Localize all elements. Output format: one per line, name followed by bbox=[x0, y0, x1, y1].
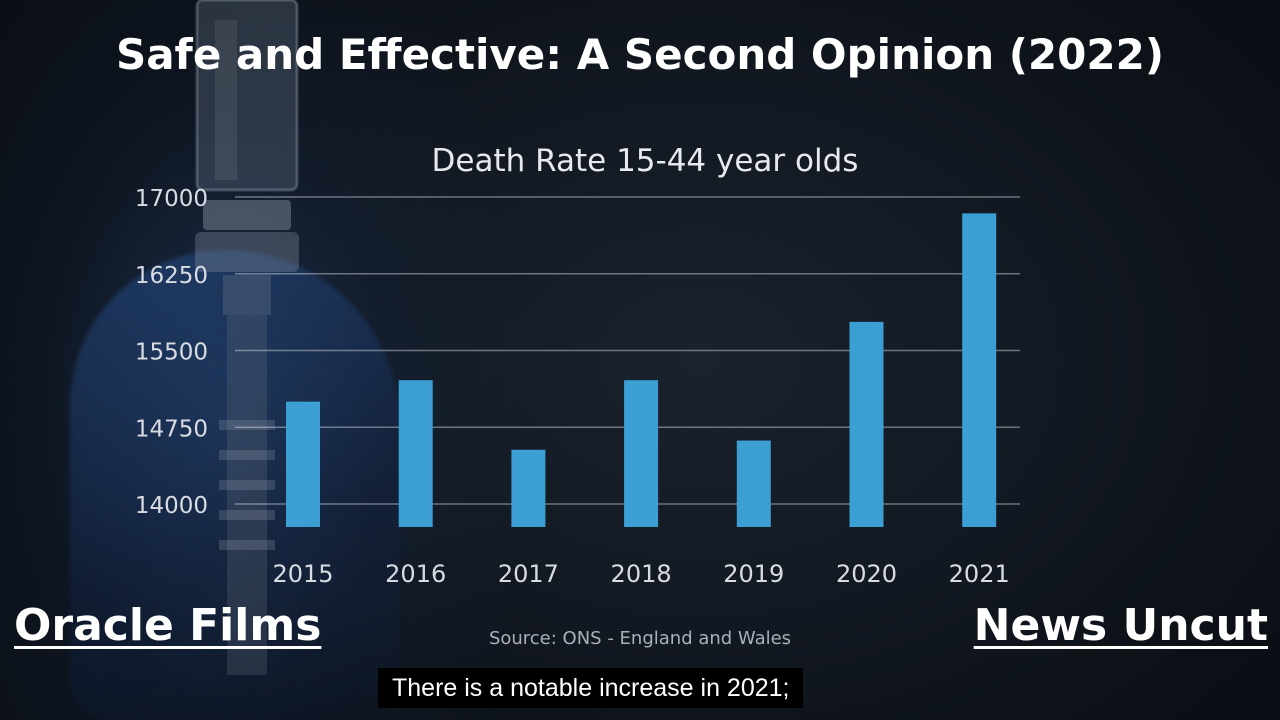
x-tick-label: 2016 bbox=[385, 560, 446, 588]
y-tick-label: 15500 bbox=[135, 340, 208, 366]
brand-oracle-films: Oracle Films bbox=[14, 600, 322, 651]
bar-2019 bbox=[736, 440, 771, 527]
bar-2016 bbox=[398, 380, 433, 527]
y-axis-ticks: 17000 16250 15500 14750 14000 bbox=[135, 186, 208, 519]
bar-2017 bbox=[511, 449, 546, 527]
x-tick-label: 2015 bbox=[272, 560, 333, 588]
bar-2021 bbox=[962, 213, 997, 527]
x-tick-label: 2017 bbox=[498, 560, 559, 588]
gloved-hand-background bbox=[70, 250, 400, 720]
vial-syringe-background bbox=[195, 0, 299, 675]
video-title: Safe and Effective: A Second Opinion (20… bbox=[115, 30, 1165, 79]
chart-source: Source: ONS - England and Wales bbox=[489, 628, 791, 649]
y-tick-label: 17000 bbox=[135, 186, 208, 212]
bar-2015 bbox=[286, 401, 320, 527]
bars bbox=[286, 213, 997, 527]
subtitle-caption: There is a notable increase in 2021; bbox=[378, 668, 804, 708]
bar-2020 bbox=[849, 321, 884, 527]
x-axis-ticks: 2015 2016 2017 2018 2019 2020 2021 bbox=[272, 560, 1009, 588]
x-tick-label: 2018 bbox=[611, 560, 672, 588]
bar-2018 bbox=[624, 380, 659, 527]
chart-title: Death Rate 15-44 year olds bbox=[432, 143, 859, 179]
x-tick-label: 2019 bbox=[723, 560, 784, 588]
y-tick-label: 16250 bbox=[135, 263, 208, 289]
x-tick-label: 2020 bbox=[836, 560, 897, 588]
brand-news-uncut: News Uncut bbox=[973, 600, 1268, 651]
y-tick-label: 14000 bbox=[135, 493, 208, 519]
y-tick-label: 14750 bbox=[135, 416, 208, 442]
x-tick-label: 2021 bbox=[949, 560, 1010, 588]
